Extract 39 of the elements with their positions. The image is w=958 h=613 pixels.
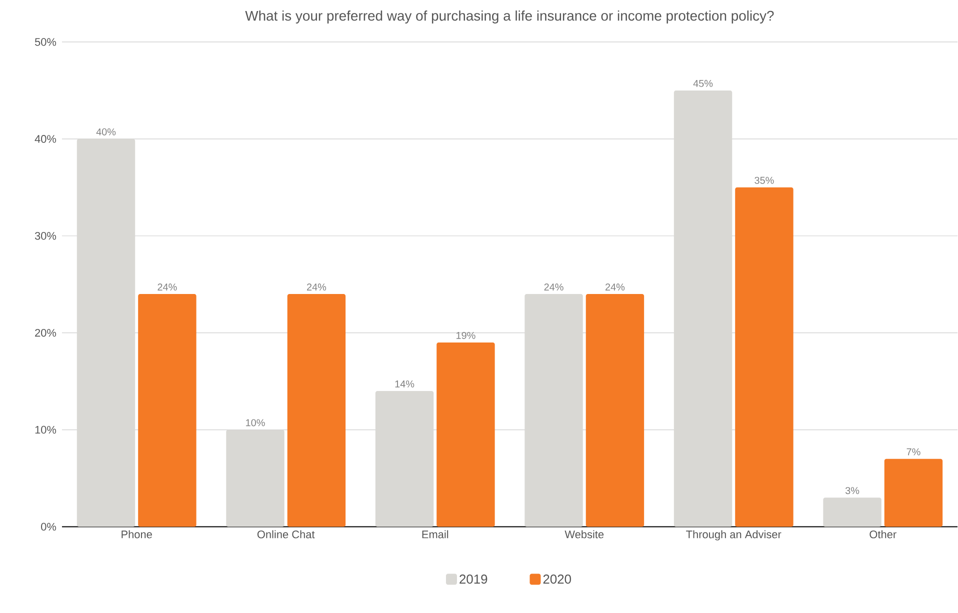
data-label: 19% [456,332,476,340]
bar [586,294,644,527]
x-tick-label: Other [870,530,896,538]
y-tick-label: 30% [34,232,56,240]
chart-title: What is your preferred way of purchasing a life insurance or income protection policy? [245,10,774,24]
bar [138,294,196,527]
data-label: 14% [395,380,414,388]
y-tick-label: 40% [34,135,56,143]
legend-label: 2020 [543,574,572,584]
data-label: 7% [906,448,920,456]
data-label: 35% [754,176,774,184]
x-tick-label: Online Chat [257,530,315,538]
data-label: 10% [246,419,265,426]
bar [674,90,732,527]
data-label: 24% [158,284,177,291]
data-label: 24% [544,284,564,291]
legend-label: 2019 [460,574,488,584]
x-tick-label: Through an Adviser [686,530,782,541]
y-tick-label: 0% [41,523,56,531]
bar [823,498,882,527]
data-label: 24% [606,284,625,291]
x-tick-label: Website [564,530,604,538]
bar [226,430,284,527]
y-tick-label: 50% [34,38,56,46]
data-label: 3% [845,487,860,494]
bar [524,294,583,527]
y-tick-label: 20% [35,329,56,337]
bar [287,294,346,527]
bar [76,139,136,527]
data-label: 24% [306,284,326,291]
x-tick-label: Email [422,530,448,538]
bar [884,459,943,527]
bar [735,188,794,527]
bar [436,342,495,527]
data-label: 40% [96,128,116,136]
bar [375,391,434,527]
x-tick-label: Phone [122,530,152,538]
y-tick-label: 10% [35,426,56,434]
data-label: 45% [693,80,713,88]
